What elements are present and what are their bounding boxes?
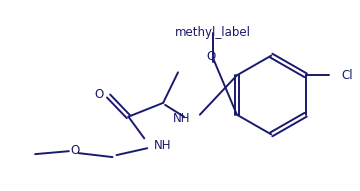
Text: NH: NH [154,139,172,152]
Text: O: O [70,144,80,157]
Text: NH: NH [172,112,190,125]
Text: O: O [94,87,104,100]
Text: O: O [206,50,215,63]
Text: Cl: Cl [341,69,353,82]
Text: methyl_label: methyl_label [175,26,251,39]
